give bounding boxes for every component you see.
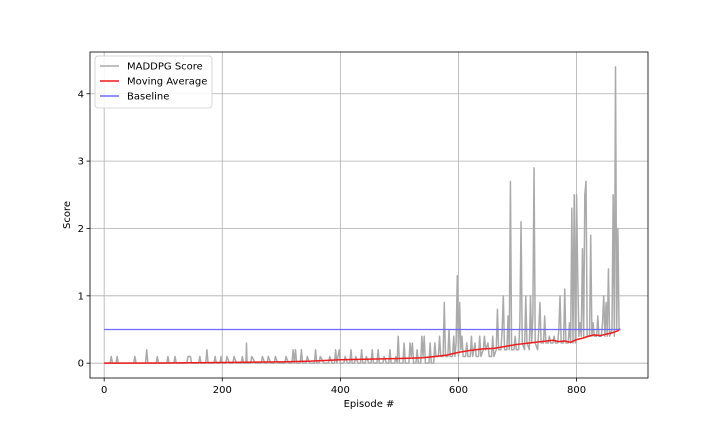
legend-label-baseline: Baseline [127,92,169,103]
x-tick-label: 600 [449,385,468,396]
series-maddpg-score [104,66,621,364]
x-tick-label: 400 [331,385,350,396]
legend-label-maddpg-score: MADDPG Score [127,62,203,73]
series-layer [104,66,621,364]
y-axis-label: Score [62,201,73,229]
y-tick-label: 2 [78,224,84,235]
x-tick-label: 200 [213,385,232,396]
plot-frame [89,51,649,379]
legend-box [94,55,213,109]
x-tick-label: 0 [101,385,107,396]
y-tick-label: 4 [78,89,84,100]
y-tick-label: 3 [78,157,84,168]
ticks: 0 200 400 600 800 0 1 2 3 4 [78,89,586,396]
legend-label-moving-average: Moving Average [127,77,207,88]
legend: MADDPG Score Moving Average Baseline [94,55,213,109]
y-tick-label: 1 [78,291,84,302]
series-moving-average [104,328,621,364]
y-tick-label: 0 [78,359,84,370]
x-axis-label: Episode # [344,399,395,410]
x-tick-label: 800 [567,385,586,396]
